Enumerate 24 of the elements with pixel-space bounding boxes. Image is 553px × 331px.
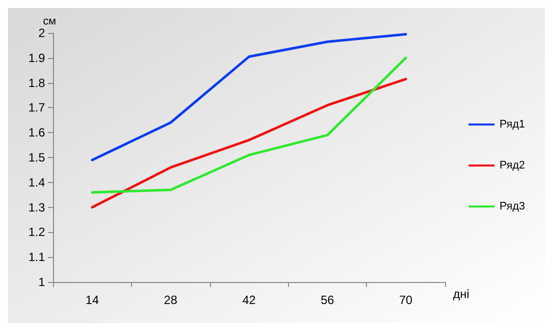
legend-label: Ряд3 — [500, 200, 526, 212]
y-tick-label: 1.8 — [28, 76, 46, 90]
line-series — [90, 32, 408, 162]
y-tick-label: 1.3 — [28, 200, 46, 214]
y-tick-label: 2 — [38, 26, 46, 40]
legend-label: Ряд1 — [500, 118, 526, 130]
y-tick-label: 1.7 — [28, 100, 46, 115]
y-tick-label: 1 — [38, 275, 46, 289]
y-tick-label: 1.4 — [28, 175, 46, 190]
y-tick-label: 1.5 — [28, 150, 46, 164]
x-tick-label: 42 — [242, 293, 256, 307]
line-series — [90, 78, 408, 209]
y-axis-title: см — [43, 16, 56, 28]
y-tick-label: 1.9 — [28, 50, 46, 65]
x-tick-label: 28 — [164, 293, 178, 307]
line-series — [90, 56, 408, 194]
x-tick-label: 56 — [320, 293, 334, 307]
x-tick-label: 70 — [399, 293, 413, 307]
x-axis-title: дні — [453, 287, 470, 301]
legend-label: Ряд2 — [500, 160, 526, 172]
y-tick-label: 1.2 — [28, 225, 46, 240]
y-tick-label: 1.6 — [28, 126, 46, 140]
y-tick-label: 1.1 — [28, 250, 46, 264]
x-tick-label: 14 — [86, 293, 100, 307]
